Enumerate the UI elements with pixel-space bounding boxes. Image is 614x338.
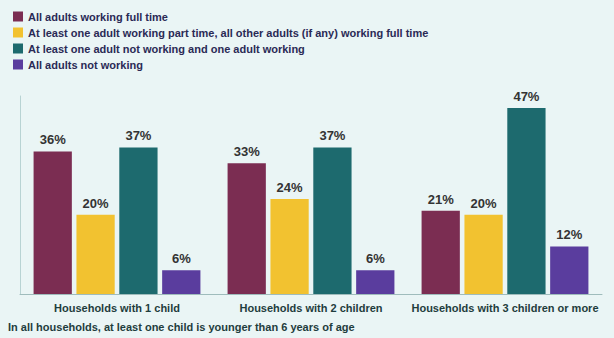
svg-text:Households with 3 children or: Households with 3 children or more xyxy=(411,302,598,314)
svg-text:6%: 6% xyxy=(366,251,385,266)
svg-text:6%: 6% xyxy=(172,251,191,266)
svg-text:Households with 2 children: Households with 2 children xyxy=(239,302,382,314)
svg-text:All adults not working: All adults not working xyxy=(28,59,143,71)
svg-text:Households with 1 child: Households with 1 child xyxy=(54,302,180,314)
svg-text:37%: 37% xyxy=(319,128,345,143)
svg-text:In all households, at least on: In all households, at least one child is… xyxy=(8,321,355,333)
svg-text:33%: 33% xyxy=(234,144,260,159)
svg-text:12%: 12% xyxy=(556,227,582,242)
svg-text:At least one adult working par: At least one adult working part time, al… xyxy=(28,27,428,39)
svg-text:20%: 20% xyxy=(83,196,109,211)
svg-text:All adults working full time: All adults working full time xyxy=(28,11,168,23)
svg-text:36%: 36% xyxy=(40,132,66,147)
svg-text:37%: 37% xyxy=(125,128,151,143)
svg-text:47%: 47% xyxy=(513,89,539,104)
svg-text:21%: 21% xyxy=(428,192,454,207)
svg-text:24%: 24% xyxy=(277,180,303,195)
svg-text:20%: 20% xyxy=(471,196,497,211)
svg-text:At least one adult not working: At least one adult not working and one a… xyxy=(28,43,305,55)
